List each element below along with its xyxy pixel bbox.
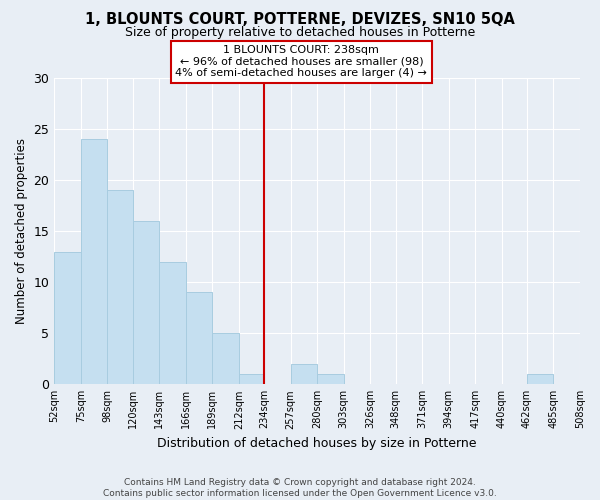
Bar (186, 292, 212, 384)
Text: Size of property relative to detached houses in Potterne: Size of property relative to detached ho… (125, 26, 475, 39)
Bar (54, 252, 81, 384)
X-axis label: Distribution of detached houses by size in Potterne: Distribution of detached houses by size … (157, 437, 477, 450)
Text: Contains HM Land Registry data © Crown copyright and database right 2024.
Contai: Contains HM Land Registry data © Crown c… (103, 478, 497, 498)
Bar (527, 374, 553, 384)
Text: 1, BLOUNTS COURT, POTTERNE, DEVIZES, SN10 5QA: 1, BLOUNTS COURT, POTTERNE, DEVIZES, SN1… (85, 12, 515, 28)
Bar (133, 221, 159, 384)
Bar (317, 374, 344, 384)
Bar (580, 374, 600, 384)
Y-axis label: Number of detached properties: Number of detached properties (15, 138, 28, 324)
Bar (239, 374, 264, 384)
Bar (81, 140, 107, 384)
Bar (159, 262, 186, 384)
Bar (290, 364, 317, 384)
Bar (212, 334, 239, 384)
Bar (107, 190, 133, 384)
Text: 1 BLOUNTS COURT: 238sqm
← 96% of detached houses are smaller (98)
4% of semi-det: 1 BLOUNTS COURT: 238sqm ← 96% of detache… (175, 45, 427, 78)
